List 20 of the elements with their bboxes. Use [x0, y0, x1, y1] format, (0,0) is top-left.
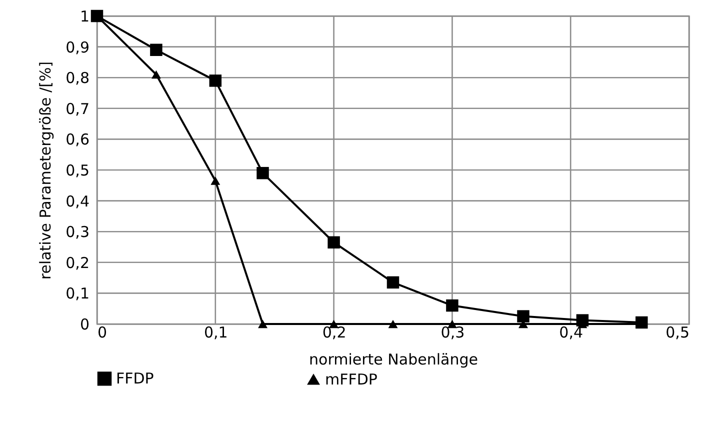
x-tick-label: 0,3 — [440, 324, 465, 342]
y-tick-label: 0,4 — [66, 192, 90, 210]
x-tick-label: 0 — [98, 324, 108, 342]
y-tick-label: 0,7 — [66, 100, 90, 118]
y-tick-label: 0,8 — [66, 69, 90, 88]
y-tick-label: 1 — [80, 8, 90, 26]
y-tick-label: 0,3 — [66, 223, 90, 242]
y-tick-label: 0,2 — [66, 254, 90, 272]
x-axis-title: normierte Nabenlänge — [309, 350, 478, 368]
y-tick-label: 0,6 — [66, 130, 90, 149]
y-tick-label: 0,5 — [66, 162, 90, 180]
legend-label: FFDP — [116, 370, 154, 388]
y-axis-title: relative Parametergröße /[%] — [36, 61, 55, 280]
y-tick-label: 0,9 — [66, 38, 90, 56]
legend-label: mFFDP — [325, 370, 378, 389]
x-tick-label: 0,2 — [322, 324, 346, 342]
x-tick-label: 0,1 — [204, 324, 228, 342]
y-tick-label: 0,1 — [66, 284, 90, 303]
x-tick-label: 0,5 — [666, 324, 690, 342]
x-tick-label: 0,4 — [559, 324, 584, 342]
